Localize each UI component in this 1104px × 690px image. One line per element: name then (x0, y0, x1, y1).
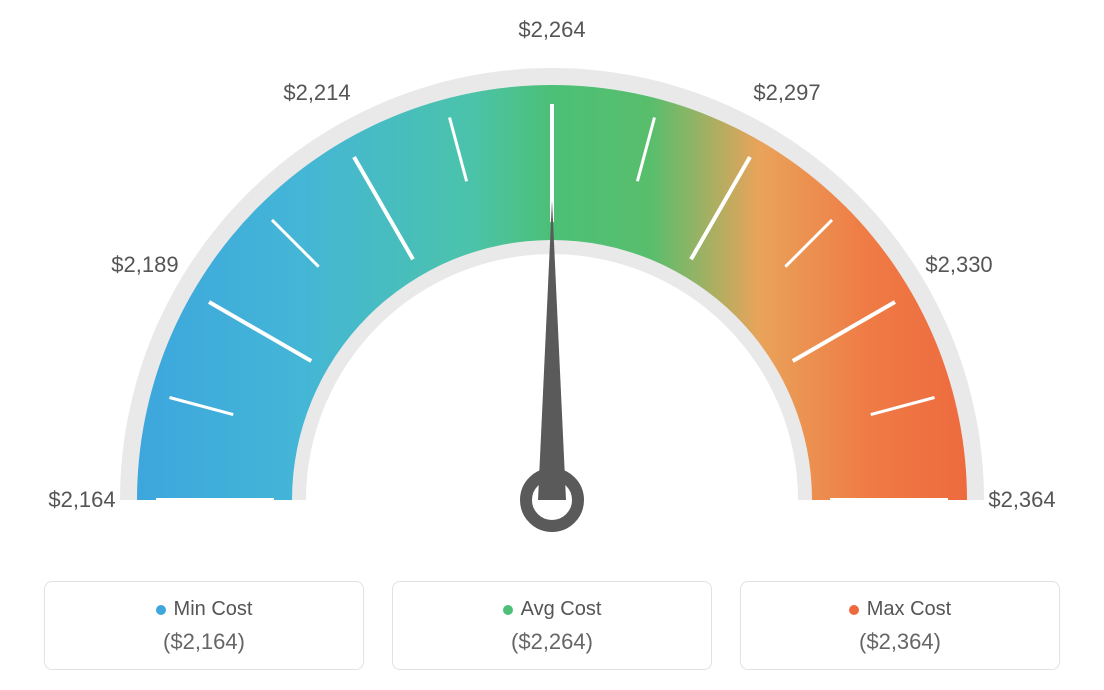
legend-value-min: ($2,164) (57, 629, 351, 655)
gauge-tick-label: $2,264 (518, 17, 585, 43)
legend-dot-avg (503, 605, 513, 615)
gauge-tick-label: $2,330 (925, 252, 992, 278)
legend-card-max: Max Cost ($2,364) (740, 581, 1060, 670)
legend-title-text-avg: Avg Cost (521, 598, 602, 621)
gauge-svg (0, 0, 1104, 560)
legend-title-text-max: Max Cost (867, 598, 951, 621)
legend-title-text-min: Min Cost (174, 598, 253, 621)
legend-row: Min Cost ($2,164) Avg Cost ($2,264) Max … (0, 581, 1104, 670)
gauge-tick-label: $2,164 (48, 487, 115, 513)
legend-value-max: ($2,364) (753, 629, 1047, 655)
legend-value-avg: ($2,264) (405, 629, 699, 655)
legend-dot-max (849, 605, 859, 615)
gauge-tick-label: $2,214 (283, 80, 350, 106)
legend-card-min: Min Cost ($2,164) (44, 581, 364, 670)
gauge-tick-label: $2,297 (753, 80, 820, 106)
legend-dot-min (156, 605, 166, 615)
legend-title-min: Min Cost (156, 598, 253, 621)
legend-title-max: Max Cost (849, 598, 951, 621)
legend-title-avg: Avg Cost (503, 598, 602, 621)
gauge-chart: $2,164 $2,189 $2,214 $2,264 $2,297 $2,330 $2,3… (0, 0, 1104, 560)
gauge-tick-label: $2,189 (111, 252, 178, 278)
legend-card-avg: Avg Cost ($2,264) (392, 581, 712, 670)
gauge-tick-label: $2,364 (988, 487, 1055, 513)
